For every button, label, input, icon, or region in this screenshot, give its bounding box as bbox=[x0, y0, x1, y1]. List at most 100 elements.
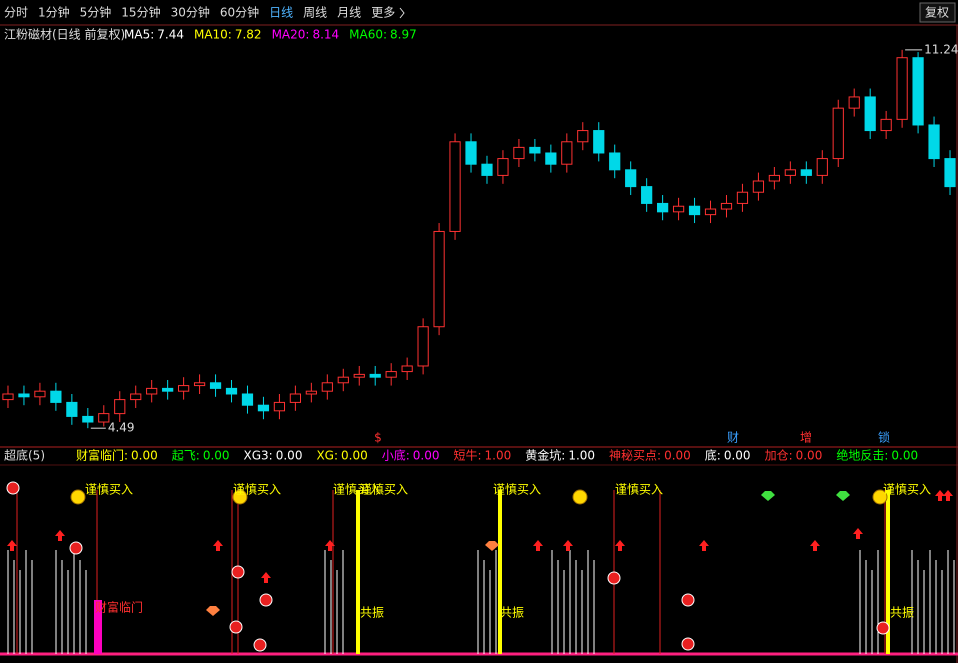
period-tab[interactable]: 15分钟 bbox=[121, 5, 160, 20]
candle-body bbox=[162, 387, 174, 392]
signal-annotation: 谨慎买入 bbox=[493, 483, 541, 497]
event-marker[interactable]: 锁 bbox=[878, 430, 890, 445]
candle-body bbox=[305, 390, 317, 395]
period-tab[interactable]: 周线 bbox=[303, 6, 327, 20]
signal-ball bbox=[229, 620, 243, 634]
gem-icon bbox=[836, 491, 850, 501]
restore-button-label[interactable]: 复权 bbox=[925, 6, 949, 20]
indicator-label: 底: bbox=[705, 448, 721, 463]
more-chevron[interactable] bbox=[399, 7, 405, 19]
indicator-value: 1.00 bbox=[568, 449, 595, 463]
candle-body bbox=[657, 202, 669, 213]
signal-ball bbox=[876, 621, 890, 635]
up-arrow bbox=[213, 540, 223, 551]
candle-body bbox=[98, 413, 110, 423]
candle-body bbox=[193, 382, 206, 387]
up-arrow bbox=[810, 540, 820, 551]
ma-value: 7.82 bbox=[235, 28, 262, 42]
period-tab[interactable]: 30分钟 bbox=[171, 5, 210, 20]
gem-icon bbox=[485, 541, 499, 551]
candle-body bbox=[688, 205, 701, 216]
candle-body bbox=[337, 376, 349, 384]
candle-body bbox=[880, 118, 892, 132]
candle-body bbox=[816, 158, 828, 176]
candle-body bbox=[672, 205, 685, 213]
signal-annotation: 谨慎买入 bbox=[85, 483, 133, 497]
candle-body bbox=[114, 399, 126, 415]
ma-label: MA60: bbox=[349, 28, 387, 42]
candle-body bbox=[465, 141, 477, 165]
gem-icon bbox=[761, 491, 775, 501]
up-arrow bbox=[615, 540, 625, 551]
indicator-label: 黄金坑: bbox=[525, 448, 565, 463]
candle-body bbox=[146, 387, 158, 395]
indicator-label: 短牛: bbox=[454, 448, 482, 463]
indicator-label: XG: bbox=[316, 449, 338, 463]
more-menu[interactable]: 更多 bbox=[371, 6, 395, 20]
period-tab[interactable]: 日线 bbox=[269, 6, 293, 20]
candle-body bbox=[241, 393, 254, 406]
signal-ball bbox=[6, 481, 20, 495]
period-tab[interactable]: 分时 bbox=[4, 6, 28, 20]
candle-body bbox=[720, 202, 733, 210]
signal-ball bbox=[231, 565, 245, 579]
smiley-icon bbox=[232, 489, 248, 505]
candle-body bbox=[944, 158, 956, 188]
candle-body bbox=[130, 393, 142, 401]
event-marker[interactable]: 财 bbox=[727, 431, 739, 445]
candle-body bbox=[225, 387, 238, 395]
up-arrow bbox=[563, 540, 573, 551]
high-label: 11.24 bbox=[924, 42, 958, 56]
signal-ball bbox=[253, 638, 267, 652]
candle-body bbox=[800, 169, 812, 176]
low-label: 4.49 bbox=[108, 421, 135, 435]
up-arrow bbox=[55, 530, 65, 541]
period-tab[interactable]: 5分钟 bbox=[80, 5, 112, 20]
ma-value: 8.97 bbox=[390, 28, 417, 42]
up-arrow bbox=[853, 528, 863, 539]
candle-body bbox=[529, 146, 541, 154]
candle-body bbox=[34, 390, 46, 398]
up-arrow bbox=[261, 572, 271, 583]
candle-body bbox=[848, 96, 860, 109]
period-tab[interactable]: 月线 bbox=[337, 6, 361, 20]
ma-label: MA20: bbox=[272, 28, 310, 42]
up-arrow bbox=[533, 540, 543, 551]
candle-body bbox=[353, 373, 365, 378]
candle-body bbox=[864, 96, 876, 132]
candle-body bbox=[513, 146, 525, 160]
indicator-label: 财富临门: bbox=[76, 448, 128, 463]
ma-value: 8.14 bbox=[312, 28, 339, 42]
indicator-label: 小底: bbox=[382, 448, 410, 463]
candle-body bbox=[593, 130, 605, 154]
up-arrow bbox=[699, 540, 709, 551]
indicator-value: 0.00 bbox=[276, 449, 303, 463]
indicator-value: 0.00 bbox=[203, 449, 230, 463]
stock-title: 江粉磁材(日线 前复权) bbox=[4, 27, 125, 42]
signal-annotation: 共振 bbox=[500, 606, 524, 620]
candle-body bbox=[784, 169, 796, 176]
event-marker[interactable]: $ bbox=[374, 431, 382, 445]
candle-body bbox=[385, 371, 397, 378]
period-tab[interactable]: 1分钟 bbox=[38, 5, 70, 20]
period-tab[interactable]: 60分钟 bbox=[220, 5, 259, 20]
candle-body bbox=[401, 365, 413, 373]
candle-body bbox=[417, 326, 429, 367]
candle-body bbox=[545, 152, 557, 165]
indicator-value: 0.00 bbox=[891, 449, 918, 463]
candle-body bbox=[209, 382, 222, 389]
candle-body bbox=[321, 382, 333, 392]
candle-body bbox=[641, 186, 653, 204]
event-marker[interactable]: 增 bbox=[800, 431, 812, 445]
signal-annotation: 共振 bbox=[360, 606, 384, 620]
signal-ball bbox=[681, 593, 695, 607]
restore-button[interactable] bbox=[919, 2, 956, 23]
smiley-icon bbox=[572, 489, 588, 505]
up-arrow bbox=[935, 490, 945, 501]
candle-body bbox=[273, 401, 286, 412]
candle-body bbox=[561, 141, 573, 165]
candle-body bbox=[497, 158, 509, 176]
candle-body bbox=[18, 393, 30, 398]
candle-body bbox=[369, 373, 381, 378]
